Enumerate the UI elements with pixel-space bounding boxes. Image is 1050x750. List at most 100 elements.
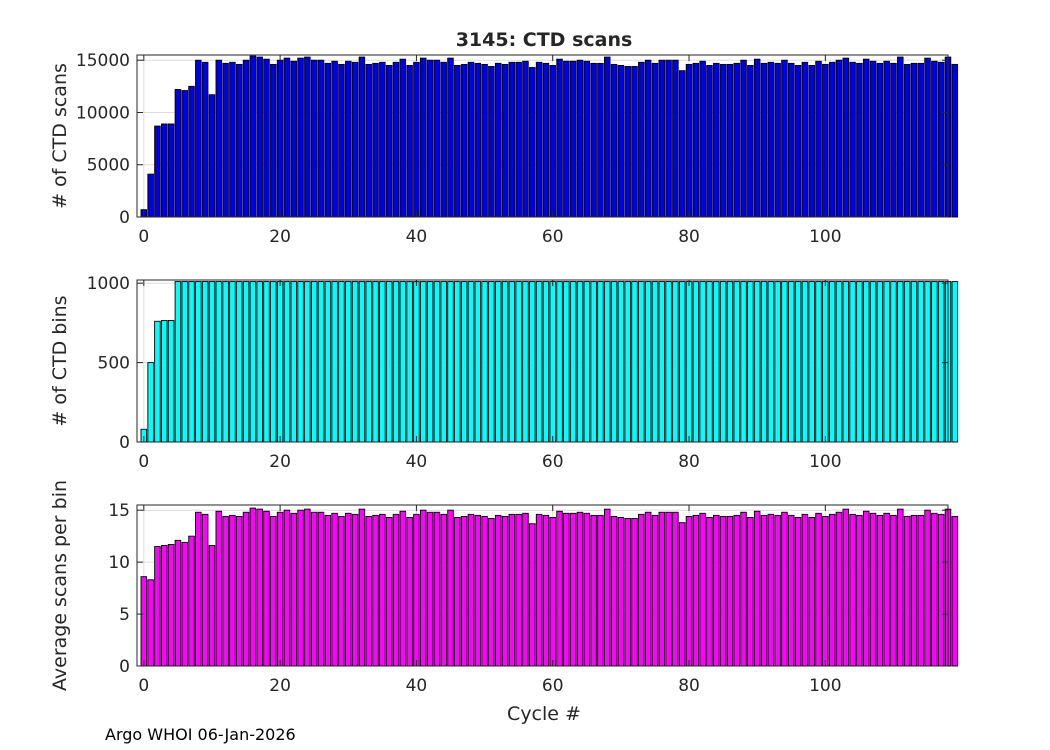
scans-per-bin-bar [167,544,175,667]
ctd-scans-bar [385,64,393,218]
ctd-bins-bar [556,281,563,443]
ctd-bins-bar [474,281,481,443]
ctd-bins-bar [338,281,345,443]
scans-per-bin-bar [474,514,481,667]
scans-per-bin-bar [440,513,447,667]
ctd-bins-bar [822,281,829,443]
scans-per-bin-bar [733,514,740,667]
ctd-bins-bar [890,281,897,443]
scans-per-bin-bar [542,514,550,667]
scans-per-bin-bar [304,508,311,667]
scans-per-bin-bar [842,508,850,667]
ctd-bins-bar [794,281,802,443]
scans-per-bin-bar [903,515,911,667]
ctd-bins-bar [563,281,570,443]
ctd-scans-bar [426,59,434,218]
ctd-scans-bar [317,59,325,218]
ctd-bins-bar [283,281,291,443]
scans-per-bin-bar [631,518,638,667]
ctd-bins-bar [917,281,924,443]
ctd-scans-bar [583,60,591,218]
ctd-bins-bar [535,281,543,443]
ctd-bins-bar [345,281,352,443]
ctd-scans-bar [719,63,727,218]
scans-per-bin-bar [419,509,427,667]
scans-per-bin-bar [767,513,775,667]
scans-per-bin-bar [222,515,229,667]
ctd-scans-bar [372,62,379,218]
ctd-bins-y-tick-label: 0 [119,433,130,453]
ctd-bins-bar [167,320,175,443]
scans-per-bin-bar [713,514,720,667]
scans-per-bin-y-tick-label: 15 [108,501,130,521]
ctd-scans-bar [154,125,161,218]
ctd-scans-bar [576,59,584,218]
scans-per-bin-bar [788,514,795,667]
ctd-bins-bar [835,281,843,443]
scans-per-bin-bar [774,514,781,667]
ctd-scans-bar [467,61,475,218]
ctd-scans-bar [488,66,495,218]
scans-per-bin-bar [399,510,407,667]
ctd-scans-bar [529,67,536,218]
ctd-bins-bar [624,281,631,443]
ctd-bins-bar [815,281,822,443]
figure-title: 3145: CTD scans [456,29,633,51]
scans-per-bin-bar [624,518,631,667]
ctd-bins-bar [856,281,863,443]
ctd-bins-bar [515,281,522,443]
ctd-scans-bar [270,63,277,218]
ctd-scans-bar [706,64,713,218]
ctd-scans-bar [392,61,400,218]
ctd-bins-bar [256,281,263,443]
ctd-scans-bar [256,56,263,218]
scans-per-bin-bar [665,511,672,667]
scans-per-bin-bar [644,511,652,667]
ctd-scans-bar [617,64,625,218]
scans-per-bin-bar [147,579,154,667]
ctd-bins-bar [685,281,693,443]
scans-per-bin-x-tick-label: 60 [542,676,564,696]
scans-per-bin-bar [849,513,856,667]
ctd-scans-bar [297,57,304,218]
ctd-scans-bar [890,62,897,218]
ctd-scans-bar [760,62,768,218]
ctd-scans-bar [440,61,447,218]
ctd-bins-bar [215,281,223,443]
scans-per-bin-bar [345,512,352,667]
ctd-bins-bar [147,362,154,443]
ctd-bins-x-tick-label: 40 [406,452,428,472]
scans-per-bin-bar [753,510,761,667]
ctd-bins-y-axis-label: # of CTD bins [49,295,71,426]
ctd-bins-bar [828,281,836,443]
scans-per-bin-bar [454,517,461,667]
ctd-bins-bar [399,281,407,443]
ctd-bins-bar [876,281,884,443]
scans-per-bin-bar [678,522,686,667]
scans-per-bin-bar [276,511,284,667]
scans-per-bin-bar [801,513,809,667]
ctd-bins-bar [910,281,918,443]
scans-per-bin-y-tick-label: 10 [108,553,130,573]
scans-per-bin-bar [808,517,815,667]
ctd-scans-bar [310,59,318,218]
scans-per-bin-bar [195,511,202,667]
scans-per-bin-x-tick-label: 80 [678,676,700,696]
ctd-scans-y-tick-label: 0 [119,208,130,228]
scans-per-bin-bar [937,513,945,667]
ctd-bins-bar [419,281,427,443]
ctd-scans-bar [665,59,672,218]
scans-per-bin-bar [413,513,420,667]
ctd-bins-bar [788,281,795,443]
scans-per-bin-bar [869,512,877,667]
ctd-bins-bar [529,281,536,443]
ctd-scans-bar [283,57,291,218]
scans-per-bin-bar [426,511,434,667]
ctd-bins-bar [188,281,195,443]
ctd-scans-bar [208,94,216,218]
ctd-bins-bar [897,281,904,443]
scans-per-bin-bar [154,546,161,667]
ctd-scans-bar [631,66,638,218]
ctd-scans-y-tick-label: 15000 [76,51,130,71]
